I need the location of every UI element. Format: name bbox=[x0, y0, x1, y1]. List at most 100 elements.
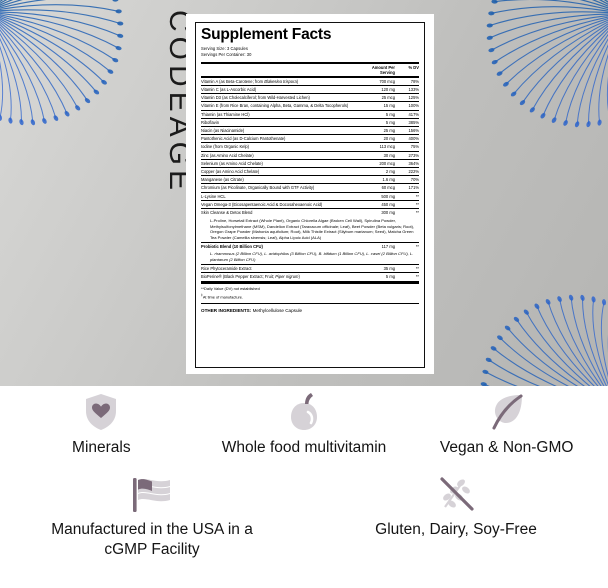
benefit-label: Manufactured in the USA in a cGMP Facili… bbox=[51, 520, 253, 558]
table-row: Vitamin E (from Rice Bran, containing Al… bbox=[201, 101, 419, 111]
nutrient-dv: 273% bbox=[395, 150, 419, 160]
footnote-manufacture-text: At time of manufacture. bbox=[202, 294, 244, 300]
nutrient-dv: ** bbox=[415, 194, 419, 200]
nutrient-dv: 222% bbox=[395, 167, 419, 176]
nutrient-amount: 60 mcg bbox=[357, 183, 396, 192]
nutrient-name: Vegan Omega-3 (Eicosapentaenoic Acid & D… bbox=[201, 200, 358, 209]
table-row: BioPerine® (Black Pepper Extract; Fruit;… bbox=[201, 271, 419, 281]
nutrient-name: BioPerine® (Black Pepper Extract; Fruit;… bbox=[201, 271, 358, 281]
nutrient-dv: ** bbox=[395, 200, 419, 209]
nutrient-dv: 100% bbox=[395, 101, 419, 111]
nutrient-name: Thiamin (as Thiamine HCl) bbox=[201, 109, 358, 119]
dandelion-burst-icon bbox=[454, 0, 608, 162]
probiotic-strains: L. rhamnosus (2 Billion CFU), L. acidoph… bbox=[210, 251, 414, 262]
table-row: Selenium (as Amino Acid Chelate) 200 mcg… bbox=[201, 158, 419, 168]
table-row: Thiamin (as Thiamine HCl) 5 mg 417% bbox=[201, 109, 419, 119]
other-ingredients-value: Methylcellulose Capsule bbox=[252, 307, 303, 313]
nutrient-amount: 25 mcg bbox=[357, 93, 396, 102]
other-ingredients-label: OTHER INGREDIENTS: bbox=[201, 307, 252, 313]
dandelion-burst-icon bbox=[448, 260, 608, 386]
hero-banner: CODEAGE Supplement Facts Serving Size: 3… bbox=[0, 0, 608, 386]
nutrient-name: Iodine (from Organic Kelp) bbox=[201, 142, 358, 152]
nutrient-amount: 5 mg bbox=[357, 271, 396, 281]
extras-table: Rice Phytoceramide Extract 35 mg ** BioP… bbox=[201, 265, 419, 281]
nutrient-amount: 200 mcg bbox=[357, 158, 396, 168]
skin-cleanse-blend-row: Skin Cleanse & Detox Blend 300 mg ** bbox=[201, 208, 419, 217]
nutrient-name: Pantothenic Acid (as D-Calcium Pantothen… bbox=[201, 134, 358, 143]
nutrient-name: Manganese (as Citrate) bbox=[201, 175, 358, 184]
table-row: Vitamin C (as L-Ascorbic Acid) 120 mg 13… bbox=[201, 84, 419, 94]
nutrient-amount: 120 mg bbox=[357, 84, 396, 94]
divider-thick bbox=[201, 61, 419, 65]
nutrient-name: Niacin (as Niacinamide) bbox=[201, 126, 358, 135]
table-row: Rice Phytoceramide Extract 35 mg ** bbox=[201, 265, 419, 273]
divider-thin bbox=[201, 264, 419, 265]
nutrient-dv: 171% bbox=[395, 183, 419, 192]
dandelion-burst-icon bbox=[0, 0, 156, 160]
nutrient-dv: 417% bbox=[395, 109, 419, 119]
table-row: Vitamin A (as Beta-Carotene; from Blakes… bbox=[201, 78, 419, 86]
table-row: L-Lysine HCL 500 mg ** bbox=[201, 193, 419, 201]
nutrient-name: Chromium (as Picolinate, Organically Bou… bbox=[201, 183, 358, 192]
benefit-item: Whole food multivitamin bbox=[203, 392, 406, 458]
footnote-dv: **Daily Value (DV) not established bbox=[201, 285, 260, 291]
amino-omega-table: L-Lysine HCL 500 mg ** Vegan Omega-3 (Ei… bbox=[201, 193, 419, 209]
usa-flag-icon bbox=[130, 474, 174, 514]
nutrient-table-header: Amount Per Serving % DV bbox=[201, 64, 419, 76]
table-row: Vegan Omega-3 (Eicosapentaenoic Acid & D… bbox=[201, 200, 419, 209]
nutrient-dv: ** bbox=[415, 265, 419, 271]
nutrient-name: Zinc (as Amino Acid Chelate) bbox=[201, 150, 358, 160]
skin-blend-ingredients: L-Proline, Horsetail Extract (Whole Plan… bbox=[210, 217, 415, 241]
nutrient-dv: 400% bbox=[395, 134, 419, 143]
benefit-label: Gluten, Dairy, Soy-Free bbox=[375, 520, 537, 538]
nutrient-dv: 70% bbox=[395, 175, 419, 184]
nutrient-amount: 15 mg bbox=[357, 101, 396, 111]
nutrient-amount: 35 mg bbox=[383, 265, 396, 271]
nutrient-amount: 113 mcg bbox=[357, 142, 396, 152]
nutrient-amount: 500 mg bbox=[381, 194, 396, 200]
nutrient-name: Copper (as Amino Acid Chelate) bbox=[201, 167, 358, 176]
nutrient-dv: 78% bbox=[410, 78, 419, 84]
other-ingredients: OTHER INGREDIENTS: Methylcellulose Capsu… bbox=[201, 304, 419, 313]
nutrient-name: Vitamin D3 (as Cholecalciferol; from Wil… bbox=[201, 93, 358, 102]
leaf-icon bbox=[488, 392, 526, 432]
blend-name: Probiotic Blend (10 Billion CFU) bbox=[201, 243, 263, 249]
no-wheat-icon bbox=[435, 474, 477, 514]
benefits-row-2: Manufactured in the USA in a cGMP Facili… bbox=[0, 458, 608, 560]
table-row: Zinc (as Amino Acid Chelate) 30 mg 273% bbox=[201, 150, 419, 160]
blend-dv: ** bbox=[415, 243, 419, 249]
nutrient-dv: 385% bbox=[395, 117, 419, 127]
divider-bar bbox=[201, 281, 419, 285]
benefit-item: Gluten, Dairy, Soy-Free bbox=[304, 474, 608, 560]
fruit-icon bbox=[286, 392, 322, 432]
nutrient-dv: 364% bbox=[395, 158, 419, 168]
nutrient-amount: 5 mg bbox=[357, 117, 396, 127]
benefit-item: Minerals bbox=[0, 392, 203, 458]
nutrient-amount: 450 mg bbox=[357, 200, 396, 209]
divider-medium bbox=[201, 76, 419, 78]
nutrient-amount: 5 mg bbox=[357, 109, 396, 119]
table-row: Vitamin D3 (as Cholecalciferol; from Wil… bbox=[201, 93, 419, 102]
nutrient-name: Vitamin A (as Beta-Carotene; from Blakes… bbox=[201, 78, 299, 84]
table-row: Riboflavin 5 mg 385% bbox=[201, 117, 419, 127]
nutrient-amount: 30 mg bbox=[357, 150, 396, 160]
blend-name: Skin Cleanse & Detox Blend bbox=[201, 208, 358, 217]
divider-medium bbox=[201, 191, 419, 194]
column-header-amount: Amount Per Serving bbox=[371, 65, 396, 76]
nutrient-name: Selenium (as Amino Acid Chelate) bbox=[201, 158, 358, 168]
benefits-row-1: Minerals Whole food multivitamin Vegan &… bbox=[0, 386, 608, 458]
column-header-dv: % DV bbox=[408, 65, 419, 71]
nutrient-dv: 75% bbox=[395, 142, 419, 152]
footnote-manufacture: ‡At time of manufacture. bbox=[201, 291, 419, 299]
supplement-facts-title: Supplement Facts bbox=[201, 26, 332, 43]
benefit-item: Manufactured in the USA in a cGMP Facili… bbox=[0, 474, 304, 560]
benefit-label: Minerals bbox=[72, 439, 131, 456]
table-row: Pantothenic Acid (as D-Calcium Pantothen… bbox=[201, 134, 419, 143]
table-row: Niacin (as Niacinamide) 25 mg 156% bbox=[201, 126, 419, 135]
table-row: Chromium (as Picolinate, Organically Bou… bbox=[201, 183, 419, 192]
table-row: Manganese (as Citrate) 1.6 mg 70% bbox=[201, 175, 419, 184]
nutrient-dv: ** bbox=[395, 271, 419, 281]
benefit-label: Whole food multivitamin bbox=[221, 439, 387, 456]
benefit-item: Vegan & Non-GMO bbox=[405, 392, 608, 458]
blend-amount: 117 mg bbox=[381, 243, 396, 249]
